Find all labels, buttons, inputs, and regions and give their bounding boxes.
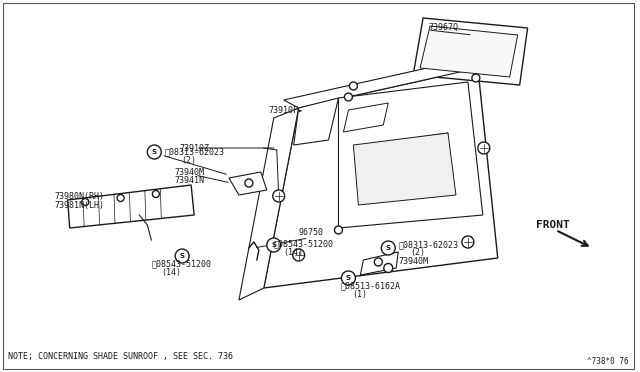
Polygon shape xyxy=(360,252,398,275)
Polygon shape xyxy=(393,133,448,172)
Text: 73980N(RH): 73980N(RH) xyxy=(55,192,105,201)
Text: NOTE; CONCERNING SHADE SUNROOF , SEE SEC. 736: NOTE; CONCERNING SHADE SUNROOF , SEE SEC… xyxy=(8,352,233,360)
Text: S: S xyxy=(346,275,351,281)
Text: (14): (14) xyxy=(284,247,304,257)
Polygon shape xyxy=(344,103,388,132)
Text: Ⓢ08543-51200: Ⓢ08543-51200 xyxy=(274,240,334,248)
Text: FRONT: FRONT xyxy=(536,220,570,230)
Circle shape xyxy=(349,82,357,90)
Text: (2): (2) xyxy=(410,248,425,257)
Polygon shape xyxy=(68,185,194,228)
Text: 73967Q: 73967Q xyxy=(428,22,458,32)
Polygon shape xyxy=(284,60,478,108)
Text: Ⓢ08513-6162A: Ⓢ08513-6162A xyxy=(340,282,401,291)
Polygon shape xyxy=(339,82,483,228)
Text: S: S xyxy=(180,253,185,259)
Text: (14): (14) xyxy=(161,267,181,276)
Polygon shape xyxy=(353,133,456,205)
Circle shape xyxy=(147,145,161,159)
Circle shape xyxy=(175,249,189,263)
Polygon shape xyxy=(294,98,339,145)
Circle shape xyxy=(342,271,355,285)
Circle shape xyxy=(381,241,396,255)
Text: ^738*0 76: ^738*0 76 xyxy=(588,357,629,366)
Text: S: S xyxy=(152,149,157,155)
Text: 73910Z: 73910Z xyxy=(179,144,209,153)
Text: Ⓢ08313-62023: Ⓢ08313-62023 xyxy=(398,241,458,250)
Circle shape xyxy=(462,236,474,248)
Text: 96750: 96750 xyxy=(299,228,324,237)
Circle shape xyxy=(267,238,281,252)
Circle shape xyxy=(478,142,490,154)
Polygon shape xyxy=(239,108,299,300)
Polygon shape xyxy=(413,18,527,85)
Circle shape xyxy=(82,199,89,205)
Text: Ⓢ08313-62023: Ⓢ08313-62023 xyxy=(164,148,224,157)
Text: Ⓢ08543-51200: Ⓢ08543-51200 xyxy=(151,260,211,269)
Text: (2): (2) xyxy=(181,155,196,164)
Circle shape xyxy=(384,263,393,273)
Circle shape xyxy=(273,190,285,202)
Text: 73910F▸: 73910F▸ xyxy=(269,106,304,115)
Circle shape xyxy=(344,93,353,101)
Circle shape xyxy=(472,74,480,82)
Text: 73940M: 73940M xyxy=(174,167,204,176)
Circle shape xyxy=(292,249,305,261)
Text: (1): (1) xyxy=(353,289,367,298)
Circle shape xyxy=(245,179,253,187)
Text: 73940M: 73940M xyxy=(398,257,428,266)
Circle shape xyxy=(335,226,342,234)
Circle shape xyxy=(117,195,124,202)
Polygon shape xyxy=(420,26,518,77)
Text: 73981N(LH): 73981N(LH) xyxy=(55,201,105,209)
Text: S: S xyxy=(386,245,391,251)
Circle shape xyxy=(152,190,159,198)
Polygon shape xyxy=(264,68,498,288)
Polygon shape xyxy=(229,172,267,195)
Circle shape xyxy=(374,258,382,266)
Text: 73941N: 73941N xyxy=(174,176,204,185)
Text: S: S xyxy=(271,242,276,248)
